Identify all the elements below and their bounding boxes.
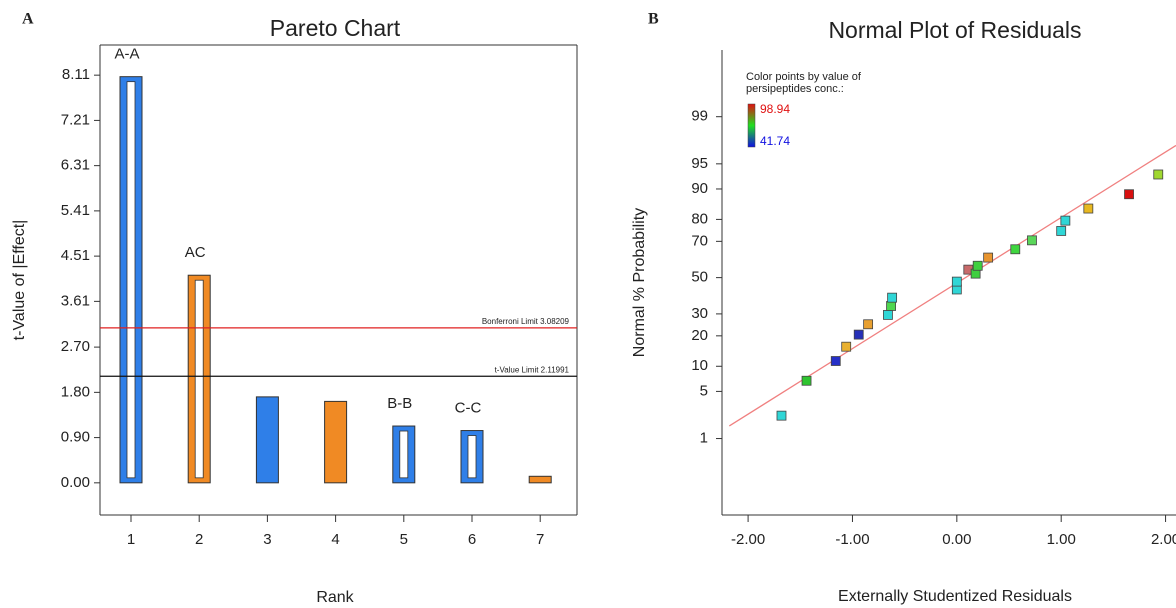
bar-inner: [194, 279, 204, 479]
bar: [324, 400, 348, 484]
x-tick-label: 2: [195, 531, 203, 548]
point: [983, 252, 994, 263]
y-axis-label: t-Value of |Effect|: [11, 220, 28, 341]
x-tick-label: 2.00: [1151, 531, 1176, 548]
point: [1010, 244, 1021, 255]
x-axis-label: Rank: [316, 589, 354, 606]
x-tick-label: 5: [400, 531, 408, 548]
y-tick-label: 1.80: [61, 383, 90, 400]
y-tick-label: 1: [700, 430, 708, 447]
bar-label: C-C: [455, 400, 482, 417]
y-tick-label: 8.11: [62, 66, 90, 83]
y-tick-label: 2.70: [61, 338, 90, 355]
x-tick-label: -1.00: [835, 531, 869, 548]
x-axis-label: Externally Studentized Residuals: [838, 588, 1072, 605]
y-tick-label: 6.31: [61, 157, 90, 174]
y-tick-label: 10: [691, 357, 708, 374]
y-tick-label: 5.41: [61, 202, 90, 219]
point: [1124, 189, 1134, 200]
reference-label: Bonferroni Limit 3.08209: [482, 317, 570, 326]
x-tick-label: 1: [127, 531, 135, 548]
y-tick-label: 30: [691, 305, 708, 322]
legend-min: 41.74: [760, 134, 790, 148]
point: [886, 301, 896, 311]
point: [1027, 235, 1037, 246]
chart-title: Pareto Chart: [270, 15, 401, 41]
point: [830, 356, 841, 366]
y-tick-label: 0.00: [61, 474, 90, 491]
legend-title: persipeptides conc.:: [746, 83, 844, 95]
point: [1083, 203, 1094, 214]
point: [863, 319, 874, 330]
y-tick-label: 7.21: [61, 111, 90, 128]
legend-max: 98.94: [760, 102, 790, 116]
point: [841, 341, 852, 352]
panel-label: B: [648, 11, 659, 28]
x-tick-label: 3: [263, 531, 271, 548]
bar-inner: [399, 430, 409, 479]
x-tick-label: -2.00: [731, 531, 765, 548]
reference-label: t-Value Limit 2.11991: [495, 365, 570, 374]
point: [853, 329, 864, 340]
point: [972, 260, 983, 271]
x-tick-label: 0.00: [942, 531, 971, 548]
legend-box: [742, 66, 910, 156]
x-tick-label: 4: [331, 531, 339, 548]
y-tick-label: 4.51: [61, 247, 90, 264]
color-bar: [747, 103, 756, 148]
point: [951, 276, 962, 287]
y-tick-label: 20: [691, 327, 708, 344]
point: [1056, 226, 1067, 236]
y-tick-label: 0.90: [61, 429, 90, 446]
panel-label: A: [22, 11, 34, 28]
bar-label: B-B: [387, 395, 412, 412]
y-tick-label: 99: [691, 108, 708, 125]
point: [1153, 169, 1164, 180]
y-tick-label: 90: [691, 180, 708, 197]
point: [801, 375, 812, 386]
point: [883, 309, 893, 320]
y-tick-label: 80: [691, 210, 708, 227]
legend-title: Color points by value of: [746, 71, 862, 83]
y-tick-label: 5: [700, 382, 708, 399]
y-tick-label: 95: [691, 155, 708, 172]
x-tick-label: 6: [468, 531, 476, 548]
point: [776, 410, 787, 421]
bar-label: AC: [185, 244, 206, 261]
y-axis-label: Normal % Probability: [631, 208, 648, 357]
bar-inner: [467, 435, 477, 479]
x-tick-label: 7: [536, 531, 544, 548]
point: [887, 292, 898, 303]
bar: [255, 396, 279, 484]
x-tick-label: 1.00: [1047, 531, 1076, 548]
y-tick-label: 3.61: [61, 292, 90, 309]
bar-inner: [126, 81, 136, 479]
bar-label: A-A: [114, 46, 139, 63]
point: [1060, 215, 1071, 226]
y-tick-label: 50: [691, 269, 708, 286]
chart-title: Normal Plot of Residuals: [828, 17, 1081, 43]
bar: [528, 475, 552, 484]
y-tick-label: 70: [691, 232, 708, 249]
